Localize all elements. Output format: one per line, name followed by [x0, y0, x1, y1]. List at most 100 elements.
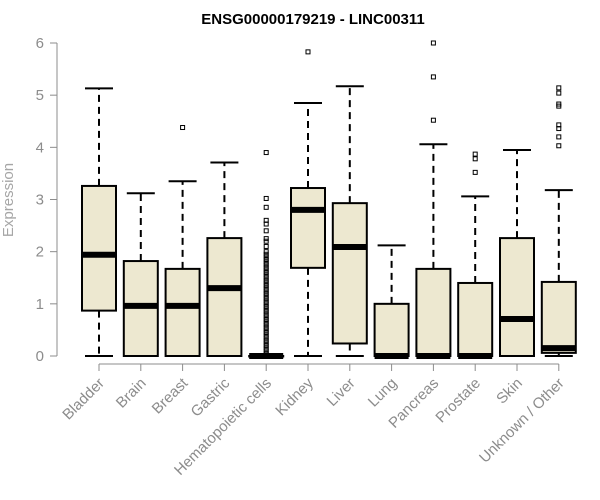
outlier-point: [263, 298, 269, 304]
outlier-point: [263, 322, 269, 328]
box-8: [415, 40, 452, 359]
box-rect: [415, 267, 452, 357]
outlier-point: [263, 254, 269, 260]
x-tick-label: Liver: [324, 375, 359, 410]
x-tick-label: Kidney: [272, 374, 317, 419]
outlier-point: [556, 126, 562, 132]
outlier-point: [430, 117, 436, 123]
outlier-point: [263, 228, 269, 234]
outlier-point: [263, 314, 269, 320]
box-9: [457, 151, 494, 359]
outlier-point: [263, 290, 269, 296]
outlier-point: [263, 296, 269, 302]
outlier-point: [263, 340, 269, 346]
chart-title: ENSG00000179219 - LINC00311: [201, 11, 424, 28]
outlier-point: [263, 330, 269, 336]
outlier-point: [556, 134, 562, 140]
outlier-point: [263, 238, 269, 244]
box-5: [290, 49, 326, 357]
outlier-point: [556, 90, 562, 96]
outlier-point: [263, 335, 269, 341]
outlier-point: [263, 309, 269, 315]
x-tick-label: Skin: [493, 375, 526, 408]
box-7: [373, 244, 410, 359]
outlier-point: [263, 283, 269, 289]
outlier-point: [263, 293, 269, 299]
outlier-point: [556, 143, 562, 149]
outlier-point: [263, 251, 269, 257]
box-11: [540, 85, 577, 357]
x-tick-label: Breast: [149, 374, 192, 417]
box-rect: [206, 237, 243, 357]
outlier-point: [263, 327, 269, 333]
box-3: [206, 161, 243, 357]
y-tick-label: 5: [36, 87, 44, 104]
y-tick-label: 3: [36, 192, 44, 209]
outlier-point: [263, 275, 269, 281]
outlier-point: [263, 348, 269, 354]
outlier-point: [263, 277, 269, 283]
y-tick-label: 0: [36, 348, 44, 365]
outlier-point: [263, 324, 269, 330]
box-rect: [499, 237, 535, 357]
outlier-point: [556, 85, 562, 91]
outlier-point: [430, 40, 436, 46]
outlier-point: [263, 345, 269, 351]
outlier-point: [556, 103, 562, 109]
outlier-point: [472, 169, 478, 175]
outlier-point: [263, 256, 269, 262]
outlier-point: [263, 195, 269, 201]
y-tick-label: 1: [36, 296, 44, 313]
outlier-point: [180, 125, 186, 131]
x-tick-label: Lung: [365, 375, 401, 411]
outlier-point: [263, 311, 269, 317]
outlier-point: [263, 272, 269, 278]
outlier-point: [263, 264, 269, 270]
outlier-point: [263, 262, 269, 268]
box-1: [122, 192, 159, 358]
outlier-point: [263, 243, 269, 249]
box-rect: [81, 184, 117, 312]
y-tick-label: 6: [36, 35, 44, 52]
x-tick-label: Prostate: [432, 375, 484, 427]
outlier-point: [263, 337, 269, 343]
y-axis: 0 1 2 3 4 5 6: [36, 35, 58, 365]
box-rect: [331, 202, 368, 345]
outlier-point: [263, 280, 269, 286]
outlier-point: [263, 303, 269, 309]
outlier-point: [263, 150, 269, 156]
box-0: [81, 87, 117, 357]
box-rect: [164, 267, 201, 357]
outlier-point: [430, 74, 436, 80]
y-axis-label: Expression: [0, 163, 17, 237]
box-10: [499, 148, 535, 357]
outlier-point: [263, 221, 269, 227]
outlier-point: [263, 270, 269, 276]
box-rect: [540, 280, 577, 354]
outlier-point: [263, 343, 269, 349]
box-2: [164, 125, 201, 357]
outlier-point: [263, 306, 269, 312]
x-tick-label: Bladder: [59, 375, 108, 424]
outlier-point: [263, 236, 269, 242]
outlier-point: [472, 156, 478, 162]
box-rect: [373, 302, 410, 358]
box-6: [331, 85, 368, 357]
box-rect: [457, 281, 494, 358]
outlier-point: [263, 301, 269, 307]
boxes-group: [81, 40, 577, 359]
x-tick-label: Brain: [113, 375, 150, 412]
y-tick-label: 4: [36, 139, 44, 156]
outlier-point: [263, 267, 269, 273]
box-4: [248, 150, 285, 359]
outlier-point: [263, 285, 269, 291]
outlier-point: [263, 316, 269, 322]
y-tick-label: 2: [36, 244, 44, 261]
outlier-point: [263, 350, 269, 356]
outlier-point: [263, 249, 269, 255]
box-rect: [290, 187, 326, 269]
outlier-point: [305, 49, 311, 55]
